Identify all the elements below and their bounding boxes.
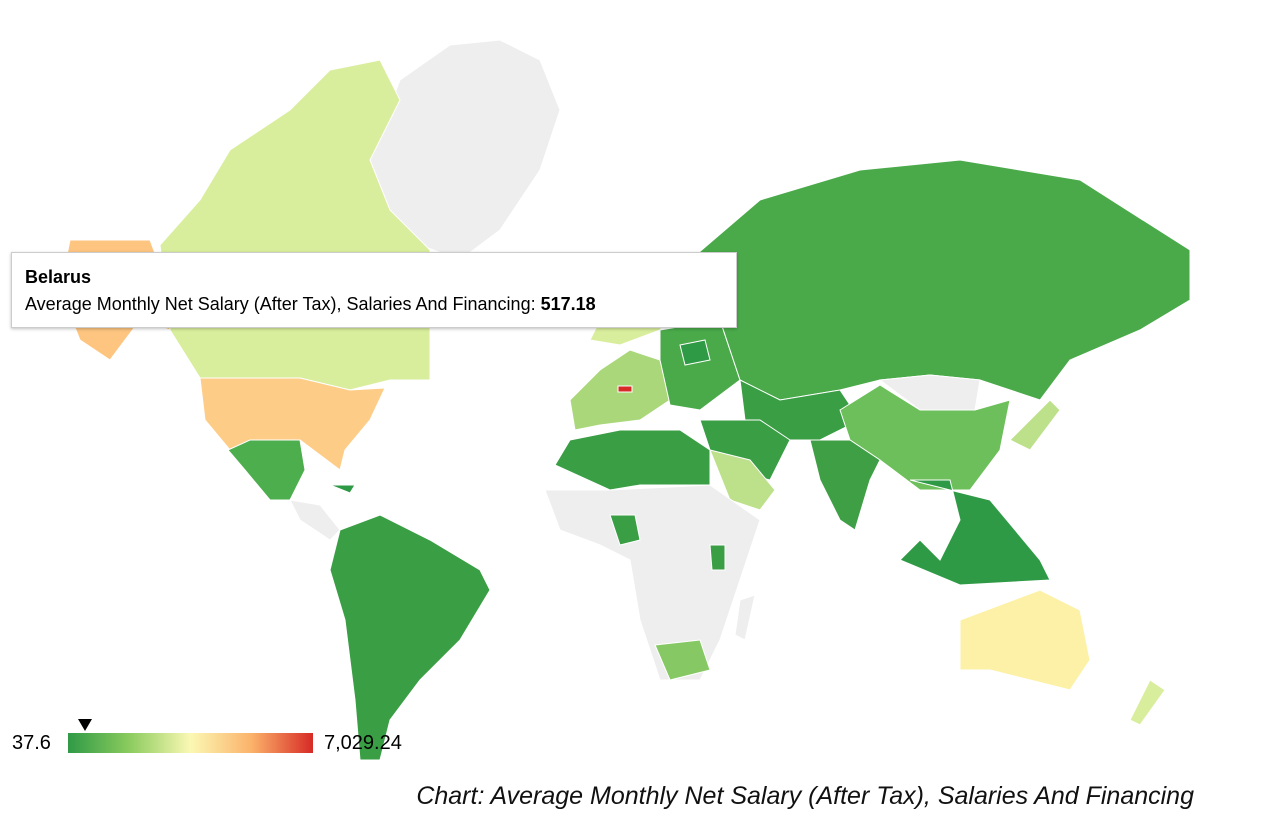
region-russia[interactable] <box>689 159 1191 401</box>
region-india[interactable] <box>809 439 881 531</box>
tooltip: Belarus Average Monthly Net Salary (Afte… <box>11 252 737 328</box>
region-south-africa[interactable] <box>654 639 711 681</box>
region-belarus[interactable] <box>679 339 711 366</box>
region-se-asia[interactable] <box>899 479 1051 586</box>
tooltip-metric-line: Average Monthly Net Salary (After Tax), … <box>25 294 723 315</box>
tooltip-value: 517.18 <box>540 294 596 314</box>
legend-max-label: 7,029.24 <box>324 732 402 754</box>
legend-color-bar <box>68 733 313 753</box>
region-canada[interactable] <box>159 59 431 391</box>
region-africa[interactable] <box>544 484 761 681</box>
region-north-africa[interactable] <box>554 429 711 491</box>
chart-caption: Chart: Average Monthly Net Salary (After… <box>416 782 1194 810</box>
region-kenya[interactable] <box>709 544 726 571</box>
region-mexico[interactable] <box>227 439 306 501</box>
tooltip-country: Belarus <box>25 267 92 287</box>
legend-min-label: 37.6 <box>12 732 51 754</box>
region-south-america[interactable] <box>329 514 491 761</box>
region-saudi[interactable] <box>709 449 776 511</box>
legend-value-marker <box>77 719 92 731</box>
region-mongolia[interactable] <box>878 374 981 411</box>
tooltip-metric: Average Monthly Net Salary (After Tax), … <box>25 294 536 314</box>
region-central-america[interactable] <box>289 499 341 541</box>
region-madagascar[interactable] <box>734 594 756 641</box>
region-new-zealand[interactable] <box>1129 679 1166 726</box>
region-nigeria[interactable] <box>609 514 641 546</box>
region-cuba[interactable] <box>329 484 356 494</box>
region-japan[interactable] <box>1009 399 1061 451</box>
region-australia[interactable] <box>959 589 1091 691</box>
region-switzerland[interactable] <box>617 385 633 393</box>
region-usa[interactable] <box>199 377 386 471</box>
